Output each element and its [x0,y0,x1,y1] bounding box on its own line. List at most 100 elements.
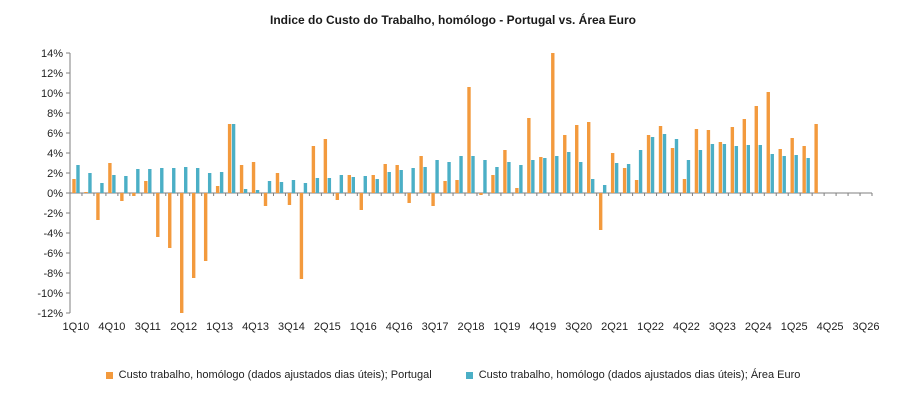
bar-portugal [180,193,184,313]
bar-area-euro [315,178,320,193]
x-tick-label: 1Q16 [350,321,377,333]
x-tick-label: 2Q15 [314,321,341,333]
bar-area-euro [411,168,415,193]
bar-area-euro [710,144,715,193]
bar-portugal [72,179,76,193]
bar-portugal [168,193,172,248]
bar-portugal [287,193,292,205]
bar-portugal [754,106,758,193]
x-tick-label: 1Q10 [63,321,90,333]
y-tick-label: 8% [47,108,63,120]
x-tick-label: 3Q14 [278,321,305,333]
bar-area-euro [279,182,284,193]
bar-area-euro [567,152,571,193]
bar-area-euro [160,168,164,193]
legend-item-portugal: Custo trabalho, homólogo (dados ajustado… [105,369,432,381]
bar-portugal [802,146,806,193]
bar-portugal [670,148,675,193]
bar-area-euro [722,144,727,193]
bar-area-euro [88,173,92,193]
bar-area-euro [303,183,308,193]
x-tick-label: 4Q16 [386,321,413,333]
x-tick-label: 1Q19 [493,321,520,333]
bar-portugal [191,193,196,278]
bar-portugal [108,163,112,193]
bar-area-euro [423,167,427,193]
x-tick-label: 1Q22 [637,321,664,333]
bar-area-euro [531,160,535,193]
bar-portugal [215,186,220,193]
bar-area-euro [495,167,499,193]
bar-area-euro [698,150,703,193]
x-tick-label: 4Q22 [673,321,700,333]
x-tick-label: 3Q17 [422,321,449,333]
x-tick-label: 1Q13 [206,321,233,333]
bar-area-euro [447,162,451,193]
bar-area-euro [543,158,547,193]
bar-portugal [120,193,124,201]
bar-portugal [563,135,567,193]
bar-area-euro [806,158,810,193]
bar-portugal [311,146,316,193]
bar-portugal [587,122,591,193]
bar-portugal [491,175,495,193]
bar-area-euro [112,175,116,193]
bar-area-euro [471,156,475,193]
bar-portugal [84,192,88,193]
bar-portugal [455,180,459,193]
bar-area-euro [267,181,272,193]
legend-item-area-euro: Custo trabalho, homólogo (dados ajustado… [465,369,801,381]
bar-portugal [622,168,627,193]
bar-portugal [203,193,208,261]
bar-portugal [742,119,747,193]
bar-area-euro [387,172,391,193]
x-tick-label: 4Q19 [529,321,556,333]
bar-portugal [551,53,555,193]
bar-area-euro [243,189,248,193]
bar-area-euro [686,160,691,193]
bar-portugal [156,193,160,237]
bar-area-euro [219,172,224,193]
bar-area-euro [591,179,595,193]
bar-portugal [467,87,471,193]
bar-area-euro [602,185,607,193]
x-tick-label: 2Q21 [601,321,628,333]
bar-portugal [634,180,639,193]
bar-area-euro [339,175,344,193]
bar-portugal [395,165,399,193]
bar-area-euro [136,169,140,193]
bar-portugal [335,193,340,200]
bar-portugal [610,153,615,193]
bar-area-euro [255,190,260,193]
legend-label-area-euro: Custo trabalho, homólogo (dados ajustado… [478,369,801,381]
y-tick-label: -4% [43,228,63,240]
y-tick-label: 10% [41,88,63,100]
bar-area-euro [76,165,80,193]
y-tick-label: -12% [37,308,63,320]
bar-area-euro [650,137,655,193]
legend-swatch-portugal [105,371,113,379]
bar-area-euro [435,160,439,193]
legend-label-portugal: Custo trabalho, homólogo (dados ajustado… [118,369,432,381]
x-tick-label: 3Q23 [709,321,736,333]
bar-portugal [682,179,687,193]
y-tick-label: 2% [47,168,63,180]
y-tick-label: 14% [41,48,63,60]
bar-portugal [359,193,363,210]
bar-area-euro [184,167,188,193]
bar-area-euro [231,124,236,193]
bar-area-euro [770,154,774,193]
bar-portugal [479,193,483,195]
x-tick-label: 3Q20 [565,321,592,333]
bar-area-euro [195,168,200,193]
bar-area-euro [638,150,643,193]
bar-area-euro [172,168,176,193]
bar-portugal [251,162,256,193]
bar-portugal [263,193,268,206]
bar-portugal [778,149,782,193]
y-tick-label: 12% [41,68,63,80]
x-tick-label: 2Q18 [458,321,485,333]
y-tick-label: -8% [43,268,63,280]
bar-portugal [718,142,723,193]
